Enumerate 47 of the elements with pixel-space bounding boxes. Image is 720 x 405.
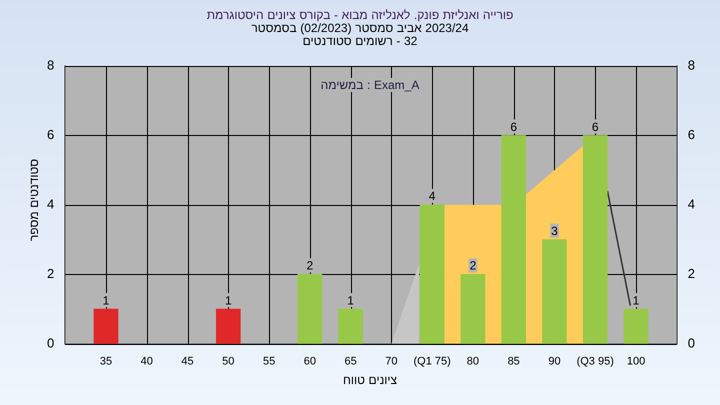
bar [298,274,322,344]
y-tick-label: 8 [46,58,54,73]
x-tick-label: (Q3 95) [576,355,614,368]
data-label: 1 [224,293,232,308]
bar [338,308,363,344]
y-axis-title: מספר סטודנטים [27,158,41,242]
data-label: 2 [470,258,477,273]
data-label: 1 [102,293,110,308]
x-tick-label: 85 [508,355,520,368]
bar [216,308,241,344]
bar [460,274,486,344]
chart-title: היסטוגרמת ציונים בקורס - מבוא לאנליזה פונק. ואנליזת פורייה [206,8,514,22]
bar [582,135,608,344]
x-tick-label: 90 [548,355,561,368]
x-tick-label: 50 [222,355,234,368]
y-tick-label: 6 [46,127,54,142]
x-tick-label: 55 [262,355,276,368]
data-label: 1 [347,293,354,308]
y2-tick-label: 6 [688,127,696,142]
bar [420,204,444,344]
x-tick-label: 45 [181,355,194,368]
x-tick-label: 80 [466,355,480,368]
y-tick-label: 2 [46,266,54,281]
x-tick-label: 70 [385,355,398,368]
y2-tick-label: 4 [688,196,696,212]
data-label: 3 [551,224,558,238]
bar [624,308,648,344]
x-tick-label: (Q1 75) [414,355,451,368]
x-axis-title: טווח ציונים [342,373,398,387]
data-label: 6 [510,120,518,134]
bar [94,308,118,344]
x-tick-label: 35 [100,355,112,368]
data-label: 4 [428,189,436,204]
y2-tick-label: 0 [688,335,696,350]
y2-tick-label: 2 [688,266,696,281]
y2-tick-label: 8 [688,58,696,73]
y-tick-label: 0 [46,335,54,350]
data-label: 6 [592,120,599,134]
x-tick-label: 40 [140,355,153,368]
data-label: 1 [632,293,640,308]
x-tick-label: 60 [304,355,316,368]
x-tick-label: 100 [626,355,646,368]
data-label: 2 [306,258,314,273]
y-tick-label: 4 [46,196,54,212]
bar [542,239,567,344]
x-tick-label: 65 [344,355,357,368]
bar [501,135,526,344]
